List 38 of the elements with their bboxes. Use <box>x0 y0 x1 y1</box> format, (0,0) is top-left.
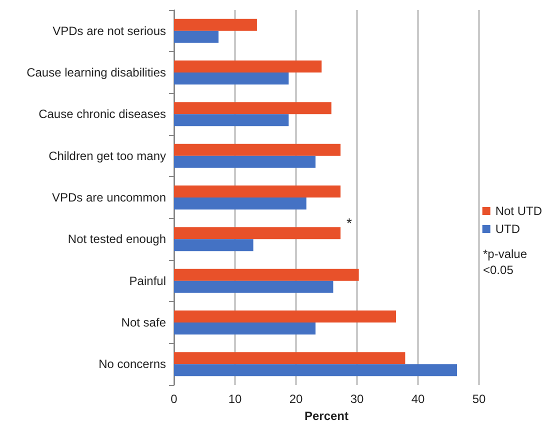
bar <box>174 144 341 156</box>
bar <box>174 30 219 43</box>
y-tick-label: VPDs are not serious <box>52 24 166 38</box>
x-tick-label: 50 <box>472 392 486 406</box>
x-tick-label: 20 <box>289 392 303 406</box>
y-tick-label: Painful <box>129 274 166 288</box>
bar <box>174 60 322 72</box>
legend-label: Not UTD <box>495 204 542 218</box>
bar <box>174 280 334 293</box>
bar <box>174 186 341 198</box>
bar <box>174 102 332 114</box>
x-tick-label: 10 <box>228 392 242 406</box>
x-tick-label: 0 <box>170 392 178 406</box>
x-axis-title: Percent <box>304 408 349 423</box>
bar <box>174 227 341 240</box>
y-tick-label: Not tested enough <box>68 232 166 246</box>
bar <box>174 114 289 126</box>
x-tick-label: 30 <box>350 392 364 406</box>
legend-label: UTD <box>495 222 520 236</box>
y-tick-label: VPDs are uncommon <box>52 190 166 204</box>
y-tick-label: Cause learning disabilities <box>26 66 166 80</box>
bar <box>174 198 306 210</box>
bar <box>174 310 396 322</box>
annotation: * <box>346 215 353 232</box>
bar <box>174 352 406 364</box>
bar <box>174 322 316 334</box>
y-tick-label: Cause chronic diseases <box>38 107 166 122</box>
x-tick-label: 40 <box>411 392 425 406</box>
bar <box>174 364 458 376</box>
bar <box>174 72 289 84</box>
bar <box>174 268 359 281</box>
y-tick-label: Children get too many <box>48 148 166 163</box>
bar <box>174 18 257 31</box>
y-tick-label: Not safe <box>121 316 166 330</box>
bar <box>174 239 254 252</box>
text: *p-value <0.05 <box>483 247 530 277</box>
y-tick-label: No concerns <box>98 357 166 372</box>
bar <box>174 156 316 168</box>
